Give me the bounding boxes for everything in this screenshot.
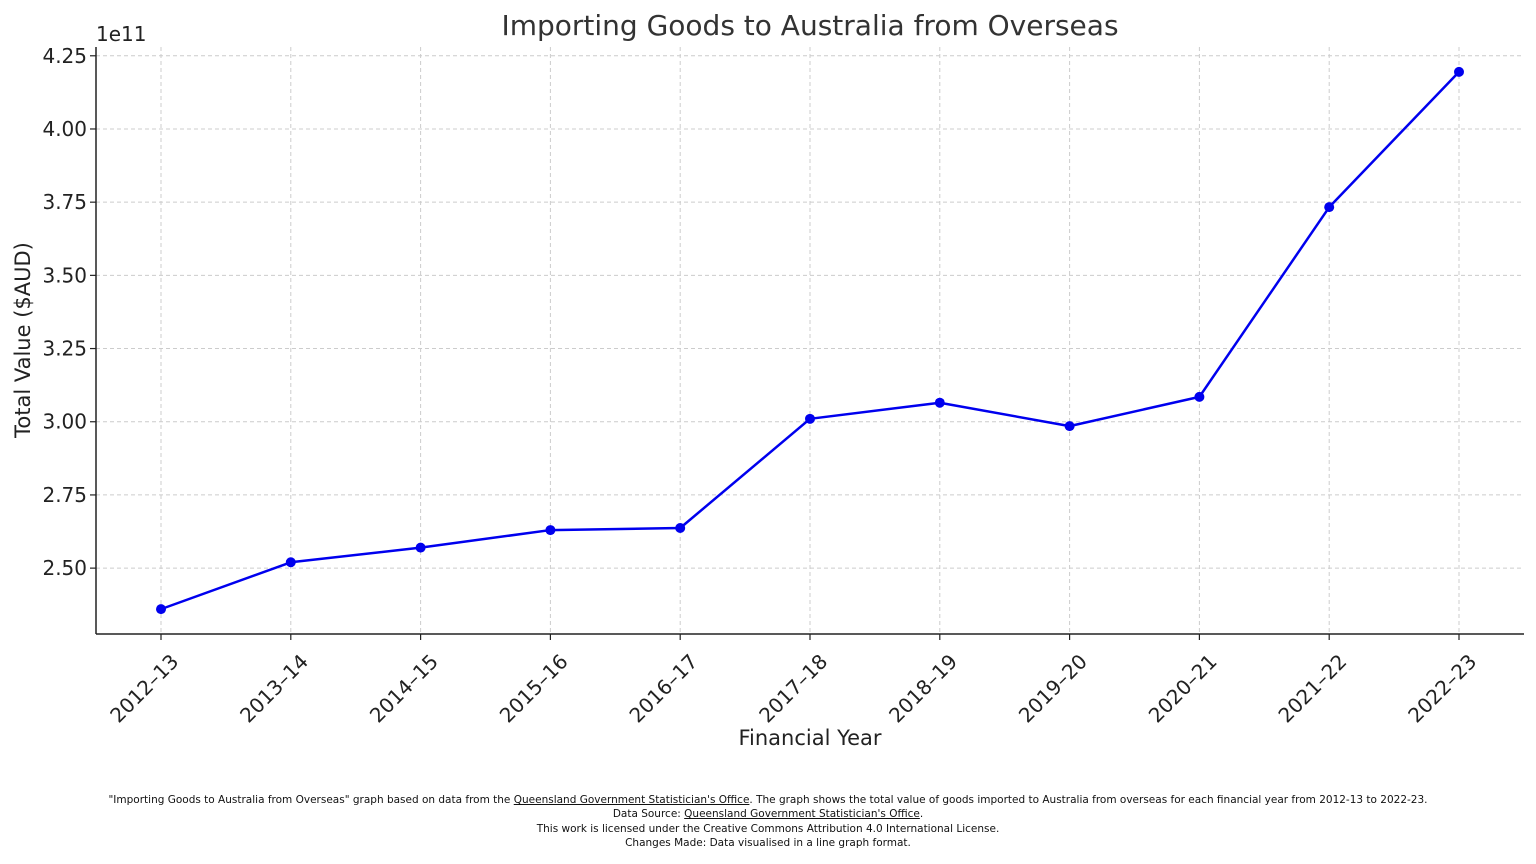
data-point [805, 413, 815, 424]
x-axis-ticks: 2012–13 2013–14 2014–15 2015–16 2016–17 2017–… [105, 634, 1481, 727]
footer-text: Data Source: [612, 808, 685, 821]
footer-text: . The graph shows the total value of goo… [749, 794, 1428, 806]
data-point [156, 604, 166, 615]
x-tick-label: 2015–16 [495, 649, 573, 727]
attribution-footer: "Importing Goods to Australia from Overs… [0, 793, 1536, 851]
y-tick-label: 3.25 [42, 337, 87, 361]
y-tick-label: 3.50 [42, 263, 87, 287]
y-axis-ticks: 2.50 2.75 3.00 3.25 3.50 3.75 4.00 4.25 [42, 44, 96, 580]
data-point [1194, 391, 1205, 402]
footer-line-changes: Changes Made: Data visualised in a line … [625, 837, 911, 850]
y-tick-label: 3.75 [42, 190, 87, 214]
data-point [934, 397, 945, 408]
x-tick-label: 2019–20 [1014, 649, 1092, 727]
line-chart: Importing Goods to Australia from Overse… [11, 9, 1524, 750]
y-tick-label: 4.00 [42, 117, 87, 141]
footer-line-description: "Importing Goods to Australia from Overs… [0, 793, 1536, 807]
x-tick-label: 2022–23 [1403, 649, 1481, 727]
x-tick-label: 2017–18 [754, 649, 832, 727]
grid [96, 47, 1524, 634]
x-tick-label: 2018–19 [884, 649, 962, 727]
chart-title: Importing Goods to Australia from Overse… [501, 9, 1118, 42]
y-axis-offset-label: 1e11 [96, 22, 146, 46]
footer-text: . [919, 808, 924, 821]
data-point [285, 557, 296, 568]
data-point [1324, 202, 1335, 213]
data-point [1064, 421, 1075, 432]
series-line [156, 66, 1464, 615]
qgso-link[interactable]: Queensland Government Statistician's Off… [513, 794, 750, 806]
x-tick-label: 2020–21 [1144, 649, 1222, 727]
footer-line-source: Data Source: Queensland Government Stati… [0, 807, 1536, 821]
y-tick-label: 2.75 [42, 483, 87, 507]
footer-line-license: This work is licensed under the Creative… [536, 822, 1000, 835]
y-tick-label: 2.50 [42, 556, 87, 580]
y-tick-label: 3.00 [42, 410, 87, 434]
data-source-link[interactable]: Queensland Government Statistician's Off… [684, 808, 920, 821]
x-tick-label: 2014–15 [365, 649, 443, 727]
x-tick-label: 2016–17 [624, 649, 702, 727]
x-tick-label: 2013–14 [235, 649, 313, 727]
data-point [675, 523, 686, 534]
footer-text: "Importing Goods to Australia from Overs… [108, 794, 514, 806]
x-axis-label: Financial Year [738, 726, 881, 750]
y-axis-label: Total Value ($AUD) [11, 242, 35, 439]
data-point [415, 542, 426, 553]
data-point [1454, 66, 1464, 77]
data-point [545, 525, 556, 536]
x-tick-label: 2021–22 [1273, 649, 1351, 727]
x-tick-label: 2012–13 [105, 649, 183, 727]
y-tick-label: 4.25 [42, 44, 87, 68]
